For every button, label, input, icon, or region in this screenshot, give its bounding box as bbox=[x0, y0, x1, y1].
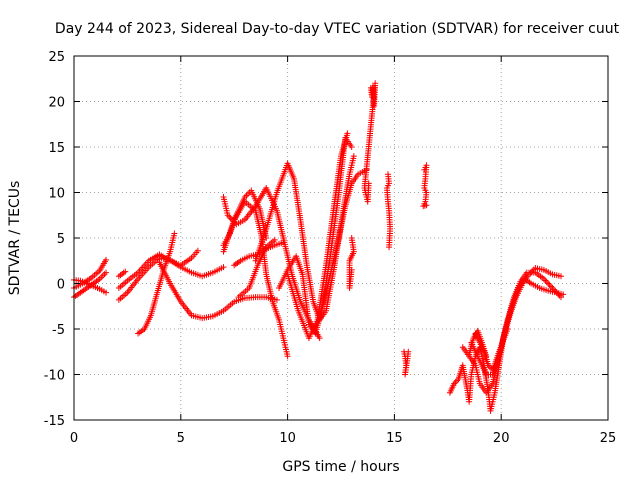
data-point bbox=[103, 256, 110, 263]
data-point bbox=[350, 153, 357, 160]
data-point bbox=[316, 335, 323, 342]
data-points bbox=[71, 80, 567, 414]
data-point bbox=[194, 247, 201, 254]
data-point bbox=[546, 282, 553, 289]
x-tick-label: 5 bbox=[177, 431, 185, 446]
data-point bbox=[348, 144, 355, 150]
x-tick-label: 15 bbox=[386, 431, 403, 446]
data-point bbox=[543, 278, 550, 285]
y-tick-label: 15 bbox=[48, 141, 65, 156]
x-axis-label: GPS time / hours bbox=[282, 459, 399, 475]
y-tick-label: 10 bbox=[48, 187, 65, 202]
x-tick-label: 0 bbox=[70, 431, 78, 446]
data-point bbox=[271, 236, 278, 243]
data-point bbox=[423, 202, 430, 209]
y-tick-label: 0 bbox=[57, 278, 65, 293]
x-tick-label: 25 bbox=[600, 431, 617, 446]
data-point bbox=[504, 326, 511, 332]
data-point bbox=[548, 283, 555, 290]
y-tick-label: 5 bbox=[57, 232, 65, 247]
data-point bbox=[103, 269, 110, 276]
y-tick-label: 25 bbox=[48, 50, 65, 65]
data-point bbox=[386, 244, 393, 251]
data-point bbox=[284, 353, 291, 360]
y-tick-label: -15 bbox=[44, 414, 65, 429]
data-point bbox=[220, 264, 227, 271]
data-point bbox=[344, 130, 351, 137]
data-point bbox=[348, 266, 355, 273]
y-tick-label: -5 bbox=[52, 323, 65, 338]
data-point bbox=[558, 273, 565, 280]
data-point bbox=[103, 289, 110, 296]
data-point bbox=[122, 268, 129, 275]
data-point bbox=[545, 280, 552, 287]
y-tick-label: -10 bbox=[44, 369, 65, 384]
data-point bbox=[365, 180, 372, 187]
y-tick-label: 20 bbox=[48, 96, 65, 111]
data-point bbox=[483, 353, 490, 360]
y-axis-label: SDTVAR / TECUs bbox=[7, 181, 23, 296]
axis-ticks: 0 5 10 15 20 25 -15 -10 -5 0 5 10 15 20 25 bbox=[44, 50, 617, 446]
x-tick-label: 10 bbox=[279, 431, 296, 446]
data-point bbox=[171, 230, 178, 237]
data-point bbox=[405, 348, 412, 355]
data-point bbox=[542, 277, 549, 284]
x-tick-label: 20 bbox=[493, 431, 510, 446]
chart-title: Day 244 of 2023, Sidereal Day-to-day VTE… bbox=[55, 21, 620, 37]
data-point bbox=[558, 294, 565, 301]
data-point bbox=[280, 239, 287, 246]
